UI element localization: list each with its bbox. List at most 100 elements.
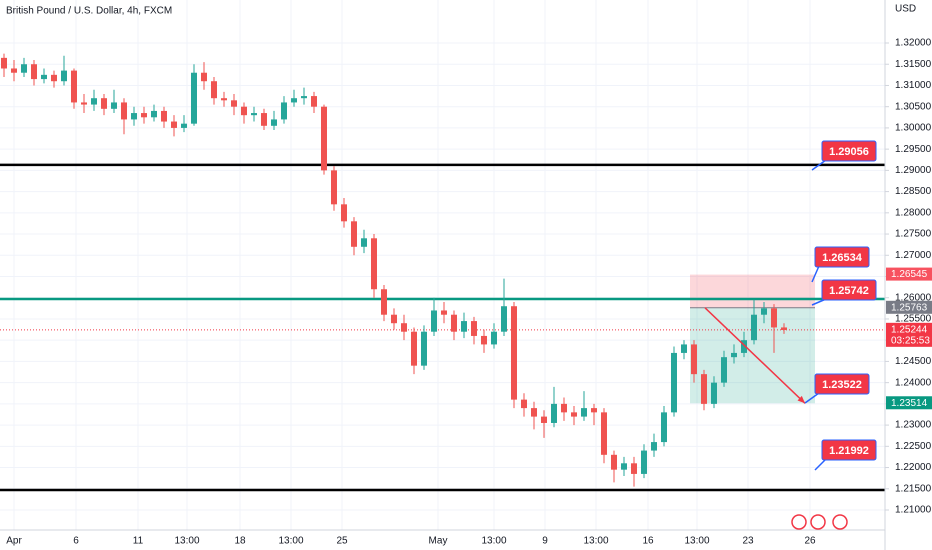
candle-body (131, 113, 137, 120)
flag-icon (832, 514, 848, 530)
candle-body (341, 204, 347, 222)
candle-body (751, 314, 757, 341)
callout-box (821, 140, 877, 162)
candle-body (1, 57, 7, 69)
x-tick-label: 13:00 (684, 536, 709, 547)
x-tick-label: 13:00 (278, 536, 303, 547)
candle-body (231, 100, 237, 107)
price-badge-label: 1.26545 (891, 269, 928, 280)
x-tick-label: 16 (642, 536, 654, 547)
callout-box (814, 246, 870, 268)
candle-body (371, 238, 377, 290)
candle-body (101, 98, 107, 109)
candle-body (511, 306, 517, 400)
candle-body (531, 408, 537, 417)
candle-body (761, 308, 767, 315)
candle-body (121, 102, 127, 120)
y-tick-label: 1.24000 (895, 377, 932, 388)
candle-body (221, 98, 227, 101)
chart-title: British Pound / U.S. Dollar, 4h, FXCM (6, 6, 172, 17)
candle-body (181, 123, 187, 128)
candle-body (261, 113, 267, 126)
x-tick-label: 6 (73, 536, 79, 547)
candle-body (91, 98, 97, 105)
trade-arrow-head (797, 395, 805, 404)
candle-body (281, 102, 287, 120)
candle-body (551, 403, 557, 423)
candle-body (541, 416, 547, 423)
price-badge (886, 300, 932, 314)
stop-zone (690, 274, 815, 308)
candle-body (41, 74, 47, 80)
y-tick-label: 1.29500 (895, 144, 932, 155)
y-tick-label: 1.31500 (895, 59, 932, 70)
candle-body (571, 412, 577, 417)
callout-label: 1.21992 (829, 445, 869, 457)
candle-body (671, 352, 677, 413)
candle-body (441, 310, 447, 315)
candle-body (431, 310, 437, 332)
flag-icon (810, 514, 826, 530)
candle-body (451, 314, 457, 332)
candle-body (271, 119, 277, 126)
currency-label: USD (895, 4, 916, 15)
candle-body (351, 221, 357, 247)
x-tick-label: 13:00 (481, 536, 506, 547)
candle-body (301, 96, 307, 99)
candle-body (381, 289, 387, 315)
candle-body (311, 96, 317, 107)
x-tick-label: 13:00 (174, 536, 199, 547)
price-badge-label: 1.25763 (891, 302, 928, 313)
candle-body (711, 382, 717, 404)
callout-box (821, 439, 877, 461)
flag-icon (791, 514, 807, 530)
candle-body (191, 72, 197, 124)
callout-pointer (811, 265, 820, 283)
candle-body (721, 357, 727, 383)
candle-body (291, 98, 297, 103)
y-tick-label: 1.29000 (895, 165, 932, 176)
callout-label: 1.23522 (822, 379, 862, 391)
candle-body (161, 110, 167, 122)
candle-body (21, 64, 27, 73)
candle-body (361, 238, 367, 247)
candle-body (681, 344, 687, 353)
candle-body (331, 170, 337, 205)
candle-body (471, 321, 477, 336)
y-tick-label: 1.28500 (895, 186, 932, 197)
candle-body (51, 74, 57, 82)
y-tick-label: 1.26000 (895, 292, 932, 303)
y-tick-label: 1.22000 (895, 462, 932, 473)
y-tick-label: 1.27500 (895, 229, 932, 240)
x-tick-label: 26 (804, 536, 816, 547)
callout-pointer (811, 159, 827, 171)
candle-body (391, 314, 397, 324)
y-tick-label: 1.30000 (895, 123, 932, 134)
candle-body (71, 70, 77, 103)
price-badge (886, 267, 932, 281)
x-tick-label: May (429, 536, 448, 547)
x-tick-label: 9 (542, 536, 548, 547)
x-tick-label: 23 (742, 536, 754, 547)
candle-body (731, 352, 737, 358)
trade-arrow (704, 307, 806, 404)
y-tick-label: 1.21000 (895, 505, 932, 516)
candle-body (81, 102, 87, 105)
candle-body (771, 308, 777, 328)
candle-body (461, 321, 467, 332)
y-tick-label: 1.28000 (895, 207, 932, 218)
candle-body (611, 454, 617, 470)
candle-body (641, 450, 647, 474)
callout-box (814, 373, 870, 395)
y-tick-label: 1.21500 (895, 483, 932, 494)
callout-box (821, 279, 877, 301)
x-tick-label: 25 (336, 536, 348, 547)
candle-body (241, 106, 247, 116)
x-tick-label: 13:00 (583, 536, 608, 547)
callout-label: 1.26534 (822, 252, 863, 264)
candle-body (601, 412, 607, 455)
y-tick-label: 1.31000 (895, 80, 932, 91)
callout-label: 1.25742 (829, 285, 869, 297)
